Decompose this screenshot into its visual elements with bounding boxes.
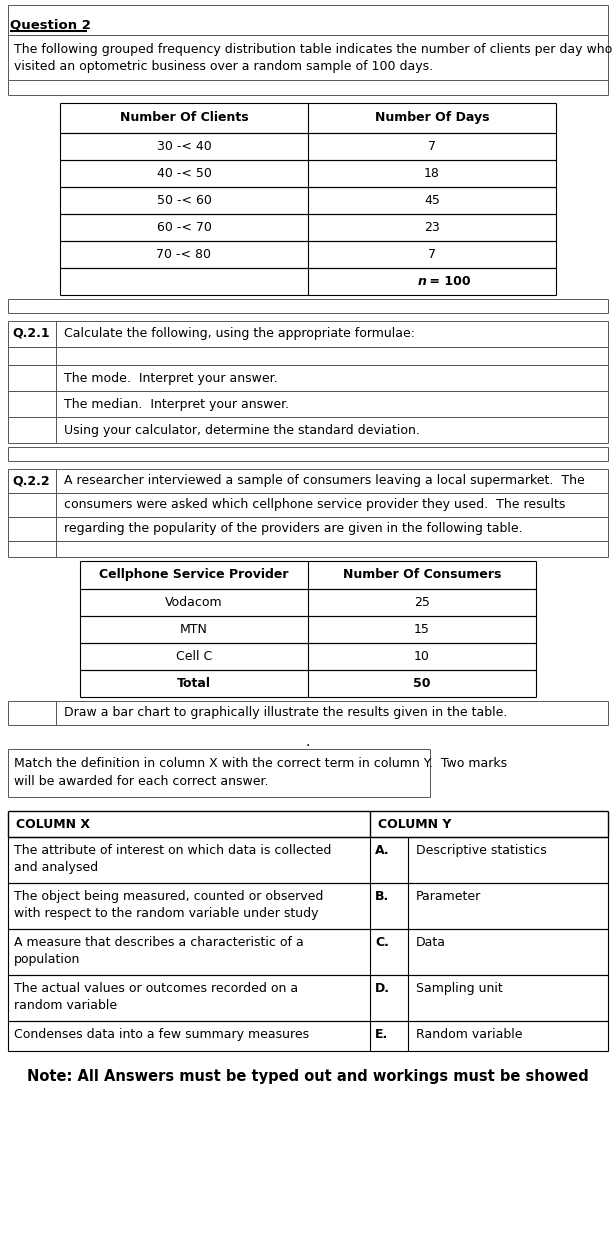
Text: Number Of Days: Number Of Days (375, 111, 489, 124)
Text: Draw a bar chart to graphically illustrate the results given in the table.: Draw a bar chart to graphically illustra… (64, 706, 508, 719)
Text: will be awarded for each correct answer.: will be awarded for each correct answer. (14, 775, 269, 788)
Text: population: population (14, 953, 80, 967)
Text: consumers were asked which cellphone service provider they used.  The results: consumers were asked which cellphone ser… (64, 498, 565, 511)
Text: COLUMN X: COLUMN X (16, 818, 90, 831)
Text: Question 2: Question 2 (10, 18, 91, 31)
Text: 7: 7 (428, 248, 436, 260)
Text: Random variable: Random variable (416, 1028, 522, 1040)
Text: = 100: = 100 (425, 275, 471, 288)
Text: Sampling unit: Sampling unit (416, 982, 503, 995)
Text: Data: Data (416, 936, 446, 949)
Text: and analysed: and analysed (14, 861, 98, 874)
Text: 70 -< 80: 70 -< 80 (156, 248, 211, 260)
Text: visited an optometric business over a random sample of 100 days.: visited an optometric business over a ra… (14, 60, 433, 73)
Text: The attribute of interest on which data is collected: The attribute of interest on which data … (14, 844, 331, 858)
Text: 30 -< 40: 30 -< 40 (156, 140, 211, 153)
Text: with respect to the random variable under study: with respect to the random variable unde… (14, 906, 318, 920)
Text: Descriptive statistics: Descriptive statistics (416, 844, 547, 858)
Text: E.: E. (375, 1028, 388, 1040)
Text: Number Of Consumers: Number Of Consumers (343, 568, 501, 581)
Text: Using your calculator, determine the standard deviation.: Using your calculator, determine the sta… (64, 424, 420, 437)
Text: Parameter: Parameter (416, 890, 481, 903)
Text: random variable: random variable (14, 999, 117, 1012)
Text: Total: Total (177, 677, 211, 690)
Text: .: . (306, 735, 310, 749)
Text: A researcher interviewed a sample of consumers leaving a local supermarket.  The: A researcher interviewed a sample of con… (64, 475, 585, 487)
Text: n: n (418, 275, 427, 288)
Text: Condenses data into a few summary measures: Condenses data into a few summary measur… (14, 1028, 309, 1040)
Text: 60 -< 70: 60 -< 70 (156, 222, 211, 234)
Text: Cell C: Cell C (176, 650, 212, 664)
Text: A.: A. (375, 844, 390, 858)
Text: COLUMN Y: COLUMN Y (378, 818, 452, 831)
Text: The object being measured, counted or observed: The object being measured, counted or ob… (14, 890, 323, 903)
Text: C.: C. (375, 936, 389, 949)
Text: 50: 50 (413, 677, 431, 690)
Text: D.: D. (375, 982, 390, 995)
Text: 23: 23 (424, 222, 440, 234)
Text: 7: 7 (428, 140, 436, 153)
Text: Q.2.1: Q.2.1 (12, 327, 50, 341)
Text: The actual values or outcomes recorded on a: The actual values or outcomes recorded o… (14, 982, 298, 995)
Text: Match the definition in column X with the correct term in column Y.  Two marks: Match the definition in column X with th… (14, 757, 507, 770)
Text: A measure that describes a characteristic of a: A measure that describes a characteristi… (14, 936, 304, 949)
Text: MTN: MTN (180, 623, 208, 636)
Text: The mode.  Interpret your answer.: The mode. Interpret your answer. (64, 372, 278, 386)
Text: 40 -< 50: 40 -< 50 (156, 167, 211, 180)
Text: Note: All Answers must be typed out and workings must be showed: Note: All Answers must be typed out and … (27, 1069, 589, 1084)
Text: The following grouped frequency distribution table indicates the number of clien: The following grouped frequency distribu… (14, 43, 612, 56)
Text: The median.  Interpret your answer.: The median. Interpret your answer. (64, 398, 289, 411)
Text: 25: 25 (414, 596, 430, 608)
Text: B.: B. (375, 890, 389, 903)
Text: 15: 15 (414, 623, 430, 636)
Text: regarding the popularity of the providers are given in the following table.: regarding the popularity of the provider… (64, 522, 522, 535)
Text: 18: 18 (424, 167, 440, 180)
Text: Calculate the following, using the appropriate formulae:: Calculate the following, using the appro… (64, 327, 415, 341)
Text: Vodacom: Vodacom (165, 596, 223, 608)
Text: 45: 45 (424, 194, 440, 207)
Text: Cellphone Service Provider: Cellphone Service Provider (99, 568, 289, 581)
Text: 50 -< 60: 50 -< 60 (156, 194, 211, 207)
Text: 10: 10 (414, 650, 430, 664)
Text: Q.2.2: Q.2.2 (12, 475, 50, 487)
Text: Number Of Clients: Number Of Clients (120, 111, 248, 124)
